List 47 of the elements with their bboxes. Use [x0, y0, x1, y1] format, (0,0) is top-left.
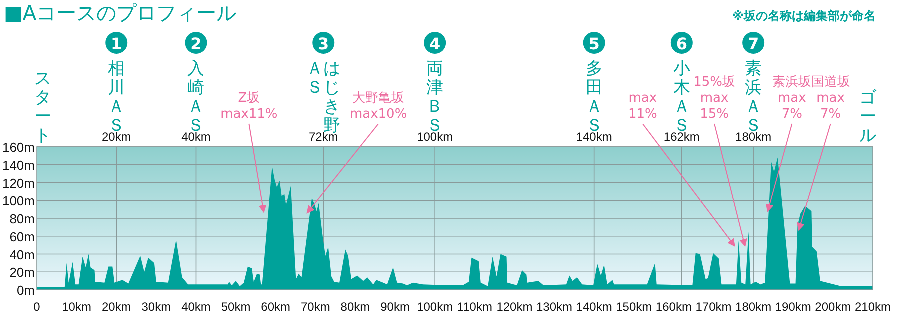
y-tick-label: 80m [10, 212, 35, 226]
annotation: max 11% [628, 91, 658, 122]
annotation: 大野亀坂 max10% [350, 91, 408, 122]
x-tick-label: 90km [380, 300, 410, 314]
x-tick-label: 200km [815, 300, 852, 314]
x-tick-label: 20km [102, 300, 132, 314]
ref-line-label: 2 入崎ＡＳ 40km [182, 34, 211, 144]
x-tick-label: 160km [656, 300, 692, 314]
y-tick-label: 20m [10, 265, 35, 280]
annotation: 国道坂 max 7% [811, 75, 850, 122]
annotation: 15%坂 max 15% [694, 75, 736, 122]
y-tick-label: 120m [2, 176, 35, 191]
y-tick-label: 140m [2, 158, 35, 173]
x-tick-label: 100km [417, 300, 454, 314]
y-tick-label: 100m [2, 194, 35, 209]
x-tick-label: 80km [340, 300, 370, 314]
annotation: 素浜坂 max 7% [772, 75, 812, 122]
text: ゴール [860, 88, 878, 146]
text: 3 はじき野ＡＳ 72km [306, 34, 341, 144]
text: ※坂の名称は編集部が命名 [732, 9, 876, 23]
x-tick-label: 30km [142, 300, 172, 314]
ref-line-label: 7 素浜ＡＳ 180km [736, 34, 772, 144]
x-tick-label: 180km [736, 300, 772, 314]
ref-line-label: 5 多田ＡＳ 140km [576, 34, 612, 144]
ref-line-label: 1 相川ＡＳ 20km [102, 34, 132, 144]
x-tick-label: 130km [536, 300, 573, 314]
x-tick-label: 210km [854, 300, 892, 314]
y-tick-label: 0m [16, 283, 35, 298]
x-tick-label: 40km [182, 300, 211, 314]
x-tick-label: 60km [261, 300, 291, 314]
x-tick-label: 190km [775, 300, 812, 314]
x-tick-label: 10km [62, 300, 92, 314]
y-tick-label: 60m [10, 229, 35, 244]
text: スタート [34, 69, 52, 146]
x-tick-label: 120km [496, 300, 533, 314]
x-tick-label: 110km [457, 300, 492, 314]
x-tick-label: 170km [696, 300, 732, 314]
annotation: Z坂 max11% [220, 91, 278, 122]
x-tick-label: 0 [34, 300, 41, 314]
x-tick-label: 50km [221, 300, 251, 314]
chart-title: ■Aコースのプロフィール [4, 1, 237, 25]
x-tick-label: 70km [300, 300, 330, 314]
y-tick-label: 40m [10, 247, 35, 262]
y-tick-label: 160m [2, 140, 35, 155]
x-tick-label: 140km [576, 300, 612, 314]
ref-line-label: 4 両津ＢＳ 100km [417, 34, 454, 144]
x-tick-label: 150km [616, 300, 652, 314]
